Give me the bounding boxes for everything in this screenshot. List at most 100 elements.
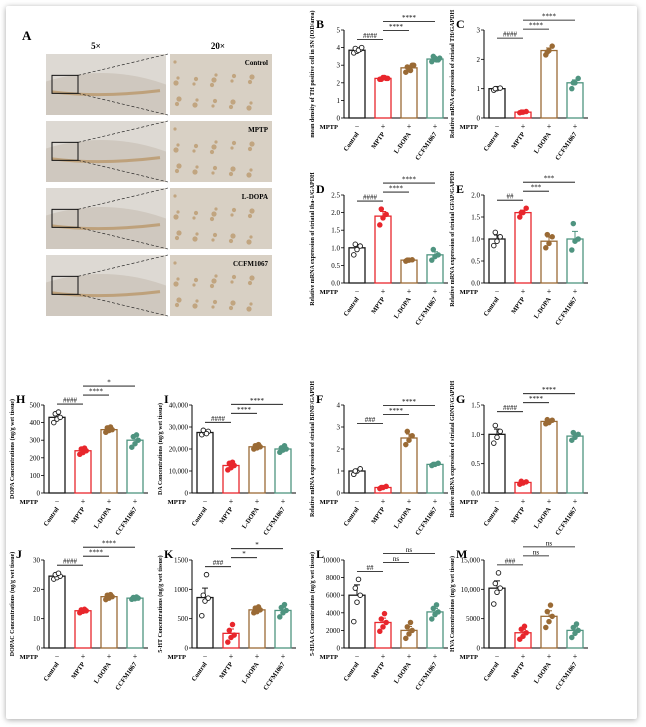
mptp-sign: + <box>407 122 412 131</box>
data-point <box>352 468 359 474</box>
x-category-label: MPTP <box>218 661 234 680</box>
data-point <box>410 62 417 68</box>
x-category-label: L-DOPA <box>241 506 261 530</box>
y-tick-label: 0 <box>477 645 481 653</box>
significance-label: ns <box>393 555 400 563</box>
mptp-row-label: MPTP <box>320 654 338 661</box>
stained-cell <box>230 99 236 105</box>
y-tick-label: 4000 <box>326 609 341 617</box>
significance-label: #### <box>503 404 518 412</box>
mptp-row-label: MPTP <box>460 499 478 506</box>
bar <box>426 58 444 119</box>
panel-letter: C <box>456 17 465 31</box>
data-point <box>81 445 88 451</box>
data-point <box>573 621 580 627</box>
mptp-sign: − <box>495 287 500 296</box>
data-point <box>229 459 236 465</box>
stained-cell <box>211 104 215 108</box>
stained-cell <box>211 238 215 242</box>
panel-letter: D <box>316 182 325 196</box>
mptp-row-label: MPTP <box>168 654 186 661</box>
bar <box>566 435 584 494</box>
stained-cell <box>173 147 179 153</box>
data-point <box>281 442 288 449</box>
y-tick-label: 40,000 <box>169 402 189 410</box>
data-point <box>521 623 528 630</box>
y-tick-label: 2.5 <box>331 192 340 200</box>
zoom-image <box>170 54 272 115</box>
data-point <box>491 601 497 607</box>
y-tick-label: 500 <box>30 402 41 410</box>
data-point <box>404 257 411 263</box>
data-point <box>355 576 362 583</box>
significance-label: ### <box>213 559 224 567</box>
y-tick-label: 1.0 <box>471 236 480 244</box>
y-tick-label: 4 <box>337 402 341 410</box>
data-point <box>497 234 503 240</box>
bar <box>488 88 506 119</box>
stained-cell <box>195 165 199 169</box>
x-category-label: CCFM1067 <box>414 661 439 692</box>
x-category-label: L-DOPA <box>393 131 413 155</box>
bar <box>426 611 444 649</box>
stained-cell <box>230 213 234 217</box>
mptp-row-label: MPTP <box>20 499 38 506</box>
data-point <box>570 429 577 436</box>
data-point <box>404 428 411 435</box>
panel-letter-a: A <box>22 28 32 43</box>
stained-cell <box>176 143 180 147</box>
bar <box>48 575 66 649</box>
data-point <box>381 610 388 617</box>
stained-cell <box>192 283 196 287</box>
stained-cell <box>195 299 199 303</box>
stained-cell <box>193 277 199 283</box>
mptp-sign: − <box>355 122 360 131</box>
stained-cell <box>192 82 196 86</box>
significance-label: **** <box>250 397 265 405</box>
mptp-sign: + <box>381 122 386 131</box>
stained-cell <box>174 168 180 174</box>
data-point <box>406 437 412 443</box>
stained-cell <box>249 208 255 214</box>
stained-cell <box>173 194 177 198</box>
x-category-label: L-DOPA <box>533 131 553 155</box>
data-point <box>231 632 237 638</box>
mptp-sign: + <box>407 287 412 296</box>
data-point <box>404 624 411 630</box>
stained-cell <box>176 277 180 281</box>
data-point <box>351 618 357 625</box>
stained-cell <box>192 169 198 175</box>
y-axis-label: Relative mRNA expression of striatal TH/… <box>450 10 456 139</box>
panel-letter: M <box>456 547 467 561</box>
stained-cell <box>230 280 234 284</box>
row-label: Control <box>245 59 268 67</box>
data-point <box>383 483 389 490</box>
stained-cell <box>246 105 252 111</box>
x-category-label: Control <box>343 506 361 528</box>
x-category-label: CCFM1067 <box>414 296 439 327</box>
panel-letter: K <box>164 547 174 561</box>
x-category-label: Control <box>43 506 61 528</box>
stained-cell <box>173 281 179 287</box>
stained-cell <box>211 144 217 150</box>
bar <box>400 437 418 494</box>
stained-cell <box>230 146 234 150</box>
stained-cell <box>176 210 180 214</box>
mptp-row-label: MPTP <box>20 654 38 661</box>
y-axis-label: Relative mRNA expression of striatal GDN… <box>450 380 456 517</box>
mptp-row-label: MPTP <box>460 654 478 661</box>
y-tick-label: 0 <box>37 490 41 498</box>
stained-cell <box>249 101 253 105</box>
data-point <box>491 440 497 446</box>
bar <box>248 609 266 649</box>
data-point <box>429 58 435 65</box>
data-point <box>229 621 236 628</box>
mptp-row-label: MPTP <box>320 499 338 506</box>
stained-cell <box>176 96 182 102</box>
panel-letter: J <box>16 547 22 561</box>
mptp-sign: + <box>81 652 86 661</box>
x-category-label: L-DOPA <box>393 506 413 530</box>
data-point <box>57 414 63 421</box>
x-category-label: CCFM1067 <box>414 131 439 162</box>
zoom-line <box>77 294 169 317</box>
